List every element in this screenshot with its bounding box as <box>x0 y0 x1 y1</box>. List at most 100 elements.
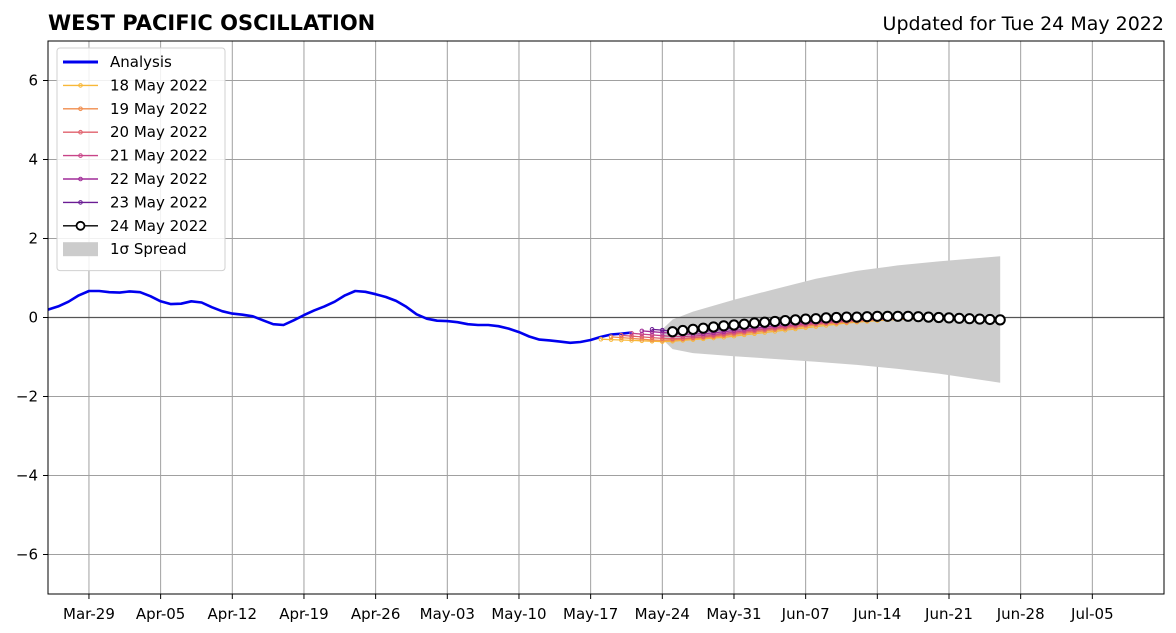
forecast-point <box>779 315 791 327</box>
forecast-point <box>789 314 802 326</box>
forecast-point <box>619 332 624 338</box>
legend-label: 21 May 2022 <box>110 147 208 165</box>
forecast-point <box>851 311 863 323</box>
forecast-point <box>687 323 699 335</box>
legend-marker <box>78 153 83 158</box>
forecast-point <box>902 310 914 322</box>
forecast-point <box>748 317 761 329</box>
forecast-point <box>639 334 645 340</box>
legend-label: Analysis <box>110 53 172 71</box>
forecast-point <box>892 310 904 322</box>
legend-item: 22 May 2022 <box>63 170 208 188</box>
forecast-point <box>943 312 955 324</box>
forecast-point <box>718 320 730 332</box>
forecast-point <box>608 337 614 342</box>
forecast-point <box>984 313 996 326</box>
x-tick-label: May-31 <box>706 605 761 623</box>
forecast-point <box>660 336 665 341</box>
forecast-point <box>830 311 842 324</box>
legend-label: 1σ Spread <box>110 240 187 258</box>
forecast-point <box>608 334 614 340</box>
forecast-point <box>598 336 604 342</box>
forecast-point <box>707 321 720 333</box>
forecast-point <box>871 310 883 322</box>
x-tick-label: Apr-26 <box>351 605 401 623</box>
forecast-point <box>974 313 986 325</box>
forecast-point <box>649 335 655 340</box>
forecast-point <box>629 333 634 339</box>
y-tick-label: 0 <box>28 309 38 327</box>
legend-item: Analysis <box>63 53 172 71</box>
forecast-point <box>800 313 812 325</box>
forecast-point <box>994 314 1006 326</box>
forecast-point <box>810 313 822 325</box>
forecast-6 <box>666 310 1006 338</box>
y-tick-label: −2 <box>16 388 38 406</box>
forecast-point <box>666 326 679 338</box>
y-tick-label: 2 <box>28 230 38 248</box>
legend-marker <box>78 106 83 112</box>
legend-label: 22 May 2022 <box>110 170 208 188</box>
forecast-point <box>963 313 976 325</box>
legend: Analysis 18 May 2022 19 May 2022 20 May 202… <box>56 47 226 272</box>
legend-item: 18 May 2022 <box>63 76 208 94</box>
forecast-point <box>820 312 832 324</box>
forecast-point <box>759 316 771 328</box>
x-tick-label: Jun-07 <box>781 605 830 623</box>
legend-marker <box>78 200 83 205</box>
legend-item: 19 May 2022 <box>63 100 208 118</box>
forecast-point <box>933 311 945 324</box>
analysis-series <box>48 289 632 345</box>
chart-subtitle: Updated for Tue 24 May 2022 <box>883 13 1164 35</box>
forecast-point <box>660 327 665 333</box>
x-tick-label: Jun-28 <box>996 605 1045 623</box>
legend-marker <box>75 220 86 231</box>
x-tick-label: May-24 <box>635 605 690 623</box>
x-tick-label: Apr-19 <box>279 605 329 623</box>
forecast-point <box>861 311 873 323</box>
y-tick-label: 4 <box>28 151 38 169</box>
x-tick-label: Mar-29 <box>63 605 115 623</box>
legend-label: 23 May 2022 <box>110 193 208 211</box>
analysis-line <box>48 289 632 345</box>
forecast-point <box>738 318 750 330</box>
legend-label: 20 May 2022 <box>110 123 208 141</box>
x-tick-label: May-10 <box>491 605 546 623</box>
legend-marker <box>78 129 83 135</box>
legend-item: 21 May 2022 <box>63 147 208 165</box>
forecast-point <box>649 327 655 332</box>
legend-box <box>56 47 226 272</box>
forecast-series <box>598 310 1006 344</box>
forecast-point <box>697 322 709 334</box>
x-axis: Mar-29 Apr-05 Apr-12 Apr-19 Apr-26 May-03 May-… <box>63 594 1114 623</box>
forecast-point <box>728 319 740 331</box>
x-tick-label: Jul-05 <box>1070 605 1114 623</box>
y-axis: 6 4 2 0 −2 −4 −6 <box>16 72 48 564</box>
legend-swatch <box>63 242 98 257</box>
x-tick-label: Jun-21 <box>924 605 973 623</box>
legend-marker <box>78 83 83 88</box>
forecast-point <box>953 312 965 324</box>
y-tick-label: −6 <box>16 546 38 564</box>
forecast-point <box>881 310 894 322</box>
legend-label: 24 May 2022 <box>110 217 208 235</box>
y-tick-label: 6 <box>28 72 38 90</box>
legend-item: 20 May 2022 <box>63 123 208 141</box>
forecast-point <box>769 315 781 328</box>
forecast-point <box>912 311 924 323</box>
legend-label: 18 May 2022 <box>110 76 208 94</box>
legend-item: 1σ Spread <box>63 240 187 258</box>
legend-item: 23 May 2022 <box>63 193 208 211</box>
forecast-point <box>677 324 689 337</box>
forecast-point <box>841 311 853 323</box>
x-tick-label: Jun-14 <box>852 605 901 623</box>
forecast-point <box>922 311 935 323</box>
forecast-point <box>629 331 634 336</box>
y-tick-label: −4 <box>16 467 38 485</box>
forecast-point <box>639 328 645 334</box>
x-tick-label: Apr-05 <box>136 605 186 623</box>
x-tick-label: Apr-12 <box>208 605 258 623</box>
legend-label: 19 May 2022 <box>110 100 208 118</box>
x-tick-label: May-17 <box>563 605 618 623</box>
